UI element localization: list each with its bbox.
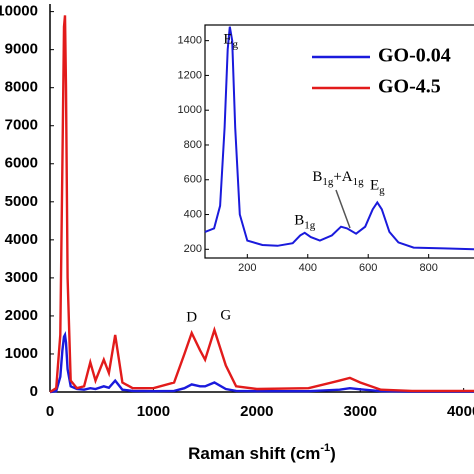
x-tick-label: 3000 — [344, 403, 377, 420]
x-tick-label: 0 — [46, 403, 54, 420]
annotation-part: 1g — [322, 176, 334, 188]
legend-label: GO-0.04 — [378, 45, 451, 67]
series-line — [49, 330, 474, 394]
y-tick-label: 5000 — [5, 193, 38, 210]
y-tick-label: 7000 — [5, 117, 38, 134]
annotation: B1g+A1g — [312, 169, 364, 187]
series-line — [204, 26, 474, 251]
y-tick-label: 1000 — [178, 104, 202, 116]
y-tick-label: 10000 — [0, 3, 38, 20]
x-tick-label: 2000 — [240, 403, 273, 420]
x-tick-label: 200 — [238, 262, 256, 274]
annotation: Eg — [223, 32, 238, 50]
x-axis-title-part: Raman shift (cm — [188, 444, 320, 463]
y-tick-label: 4000 — [5, 231, 38, 248]
x-tick-label: 600 — [359, 262, 377, 274]
annotation-part: +A — [333, 169, 352, 185]
x-tick-label: 1000 — [137, 403, 170, 420]
annotation-arrow — [335, 189, 351, 229]
annotation-part: g — [379, 184, 385, 196]
y-tick-label: 600 — [184, 174, 202, 186]
annotation: Eg — [370, 178, 385, 196]
y-tick-label: 3000 — [5, 269, 38, 286]
annotation-part: E — [223, 32, 232, 48]
annotation-part: B — [312, 169, 322, 185]
y-tick-label: 400 — [184, 208, 202, 220]
annotation: B1g — [294, 213, 316, 231]
annotation-part: B — [294, 213, 304, 229]
annotation: G — [220, 307, 231, 323]
y-tick-label: 8000 — [5, 79, 38, 96]
annotation-part: g — [233, 38, 239, 50]
x-axis-title: Raman shift (cm-1) — [188, 442, 336, 464]
y-tick-label: 1200 — [178, 69, 202, 81]
y-tick-label: 9000 — [5, 41, 38, 58]
annotation-part: E — [370, 178, 379, 194]
annotation-part: 1g — [353, 176, 365, 188]
x-tick-label: 4000 — [447, 403, 474, 420]
y-tick-label: 6000 — [5, 155, 38, 172]
x-axis-title-part: ) — [330, 444, 336, 463]
series-line — [49, 15, 474, 394]
y-tick-label: 800 — [184, 139, 202, 151]
y-tick-label: 0 — [30, 383, 38, 400]
x-tick-label: 800 — [419, 262, 437, 274]
y-tick-label: 2000 — [5, 307, 38, 324]
annotation: D — [186, 309, 197, 325]
legend-label: GO-4.5 — [378, 76, 441, 98]
y-tick-label: 1000 — [5, 345, 38, 362]
annotation-part: 1g — [304, 219, 316, 231]
x-axis-title-part: -1 — [320, 442, 330, 454]
inset-frame — [204, 24, 474, 259]
y-tick-label: 200 — [184, 243, 202, 255]
x-tick-label: 400 — [299, 262, 317, 274]
y-tick-label: 1400 — [178, 35, 202, 47]
